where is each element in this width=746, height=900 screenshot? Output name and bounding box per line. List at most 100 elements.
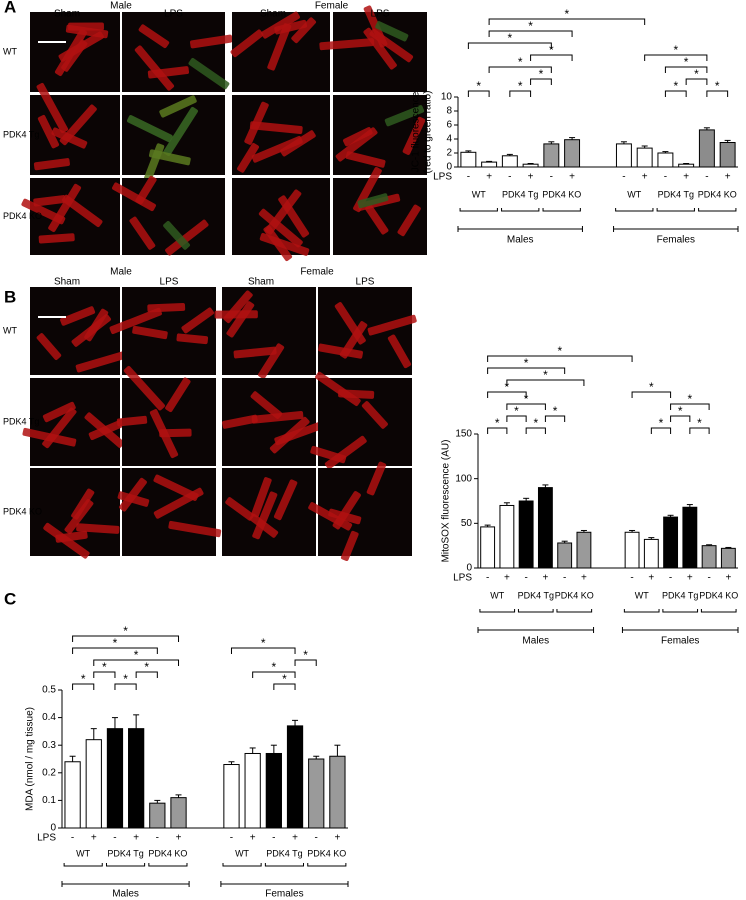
cell xyxy=(225,497,255,521)
significance-bracket xyxy=(506,403,546,410)
significance-label: * xyxy=(673,43,678,57)
condition-label: Sham xyxy=(54,277,80,288)
group-label: PDK4 Tg xyxy=(518,590,554,600)
significance-bracket xyxy=(488,66,552,73)
cell xyxy=(233,346,277,359)
x-tick-label: + xyxy=(486,172,492,183)
x-tick-label: - xyxy=(467,172,470,183)
bar xyxy=(624,531,640,569)
significance-label: * xyxy=(518,55,523,69)
cell xyxy=(33,158,70,171)
group-bracket xyxy=(542,208,581,212)
bar xyxy=(643,538,659,569)
group-bracket xyxy=(307,863,347,867)
x-tick-label: - xyxy=(71,833,74,844)
significance-label: * xyxy=(303,648,308,662)
condition-label: LPS xyxy=(164,9,183,20)
sex-label: Female xyxy=(315,1,349,12)
significance-bracket xyxy=(689,427,710,434)
cell xyxy=(280,130,316,157)
cell xyxy=(324,435,367,470)
significance-bracket xyxy=(506,379,585,386)
significance-label: * xyxy=(272,660,277,674)
cell xyxy=(42,407,77,449)
micrograph xyxy=(30,378,120,466)
cell xyxy=(58,31,104,62)
cell xyxy=(365,204,389,235)
sex-bracket xyxy=(457,226,583,232)
significance-label: * xyxy=(553,404,558,418)
significance-bracket xyxy=(230,647,296,654)
sex-bracket xyxy=(61,881,190,887)
cell xyxy=(88,418,126,441)
cell xyxy=(345,151,386,168)
group-bracket xyxy=(148,863,188,867)
cell xyxy=(251,477,272,518)
significance-label: * xyxy=(508,31,513,45)
y-tick-label: 0.5 xyxy=(42,685,56,696)
significance-bracket xyxy=(114,683,137,690)
significance-label: * xyxy=(565,7,570,21)
bar xyxy=(501,155,518,168)
significance-label: * xyxy=(134,648,139,662)
sex-bracket xyxy=(220,881,349,887)
significance-bracket xyxy=(488,30,573,37)
cell xyxy=(250,391,283,419)
cell xyxy=(252,491,278,540)
group-label: WT xyxy=(627,189,641,199)
bar xyxy=(481,161,498,168)
group-label: WT xyxy=(76,848,90,858)
bar xyxy=(636,147,653,168)
bar xyxy=(657,152,674,168)
group-label: PDK4 KO xyxy=(698,189,737,199)
bar xyxy=(543,143,560,168)
cell xyxy=(37,114,60,149)
group-label: PDK4 KO xyxy=(307,848,346,858)
significance-label: * xyxy=(673,79,678,93)
group-bracket xyxy=(698,208,737,212)
cell xyxy=(340,530,359,561)
condition-label: LPS xyxy=(371,9,390,20)
x-tick-label: - xyxy=(563,573,566,584)
significance-bracket xyxy=(670,415,691,422)
cell xyxy=(251,135,303,163)
cell xyxy=(132,325,168,340)
group-label: PDK4 KO xyxy=(699,590,738,600)
x-tick-label: - xyxy=(524,573,527,584)
x-tick-label: + xyxy=(581,573,587,584)
x-tick-label: - xyxy=(705,172,708,183)
cell xyxy=(402,116,426,155)
significance-label: * xyxy=(495,416,500,430)
significance-label: * xyxy=(533,416,538,430)
micrograph xyxy=(122,178,225,255)
y-tick-label: 0.3 xyxy=(42,740,56,751)
sex-label: Males xyxy=(507,235,534,246)
group-label: WT xyxy=(235,848,249,858)
cell xyxy=(315,371,361,407)
y-tick-label: 0.1 xyxy=(42,795,56,806)
condition-label: Sham xyxy=(54,9,80,20)
cell xyxy=(335,127,378,162)
bar xyxy=(286,725,304,829)
cell xyxy=(42,401,76,423)
x-tick-label: + xyxy=(642,172,648,183)
condition-label: Sham xyxy=(260,9,286,20)
y-axis-label: MDA (nmol / mg tissue) xyxy=(25,707,36,811)
x-tick-label: - xyxy=(230,833,233,844)
bar xyxy=(460,151,477,168)
condition-label: LPS xyxy=(160,277,179,288)
significance-label: * xyxy=(678,404,683,418)
significance-label: * xyxy=(514,404,519,418)
cell xyxy=(384,105,425,127)
group-bracket xyxy=(700,609,737,613)
y-tick-label: 50 xyxy=(461,518,473,529)
cell xyxy=(369,28,414,63)
significance-label: * xyxy=(688,392,693,406)
group-bracket xyxy=(501,208,540,212)
group-bracket xyxy=(479,609,516,613)
significance-label: * xyxy=(518,79,523,93)
significance-bracket xyxy=(72,635,180,642)
significance-bracket xyxy=(72,683,95,690)
bar xyxy=(106,728,124,829)
cell xyxy=(319,38,375,51)
